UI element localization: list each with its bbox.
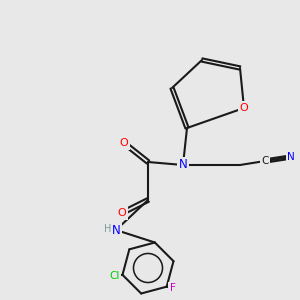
Text: N: N xyxy=(112,224,120,236)
Text: H: H xyxy=(104,224,111,233)
Text: O: O xyxy=(118,208,126,218)
Text: Cl: Cl xyxy=(109,271,119,281)
Text: O: O xyxy=(240,103,248,113)
Text: N: N xyxy=(287,152,295,162)
Text: C: C xyxy=(261,156,269,166)
Text: F: F xyxy=(170,283,176,293)
Text: N: N xyxy=(178,158,188,172)
Text: O: O xyxy=(120,138,128,148)
